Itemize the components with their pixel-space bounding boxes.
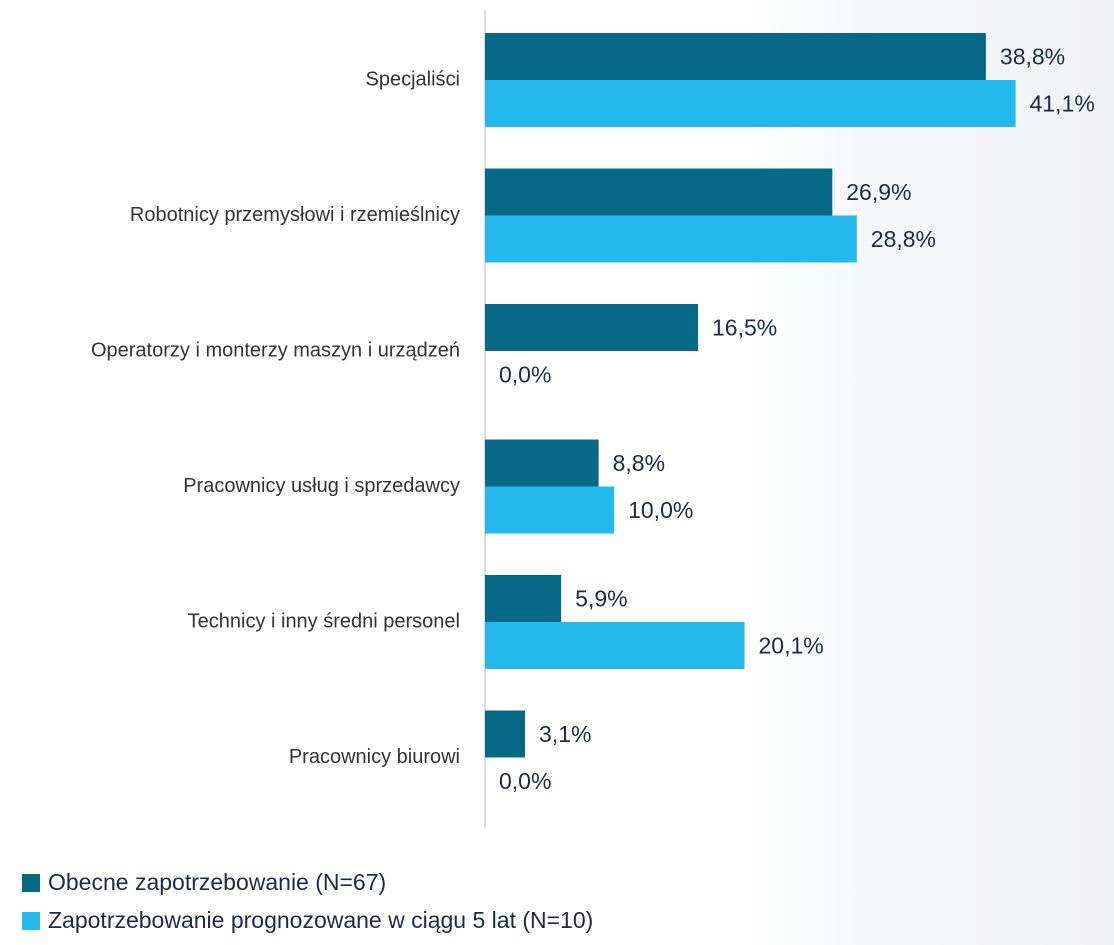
category-label: Robotnicy przemysłowi i rzemieślnicy: [130, 204, 460, 226]
value-label: 41,1%: [1030, 91, 1095, 117]
legend-swatch: [22, 874, 40, 892]
value-label: 5,9%: [575, 586, 627, 612]
bar: [485, 622, 745, 669]
bar: [485, 215, 857, 263]
bar: [485, 439, 599, 487]
value-label: 28,8%: [871, 226, 936, 252]
value-label: 26,9%: [846, 179, 911, 205]
value-label: 20,1%: [758, 633, 823, 659]
category-label: Technicy i inny średni personel: [188, 610, 460, 632]
bar: [485, 33, 986, 80]
bar: [485, 304, 699, 351]
value-label: 3,1%: [539, 721, 591, 747]
background-panel: [750, 0, 1114, 945]
bar: [485, 486, 615, 534]
legend-label: Obecne zapotrzebowanie (N=67): [48, 869, 386, 895]
category-label: Pracownicy biurowi: [289, 746, 460, 768]
category-label: Specjaliści: [366, 68, 460, 90]
bar: [485, 575, 562, 622]
value-label: 16,5%: [712, 315, 777, 341]
value-label: 10,0%: [628, 497, 693, 523]
category-label: Pracownicy usług i sprzedawcy: [183, 475, 460, 497]
value-label: 0,0%: [499, 362, 551, 388]
legend-label: Zapotrzebowanie prognozowane w ciągu 5 l…: [48, 907, 593, 933]
legend-swatch: [22, 912, 40, 930]
value-label: 0,0%: [499, 768, 551, 794]
value-label: 8,8%: [613, 450, 665, 476]
bar: [485, 168, 833, 216]
bar: [485, 710, 526, 758]
value-label: 38,8%: [1000, 44, 1065, 70]
category-label: Operatorzy i monterzy maszyn i urządzeń: [91, 339, 460, 361]
bar: [485, 80, 1016, 127]
